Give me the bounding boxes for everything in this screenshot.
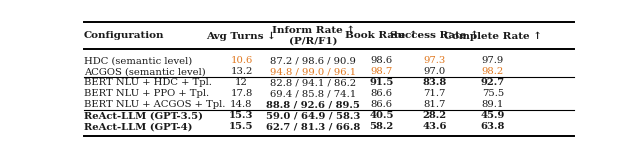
Text: 14.8: 14.8 bbox=[230, 100, 253, 109]
Text: 83.8: 83.8 bbox=[422, 78, 447, 87]
Text: 97.9: 97.9 bbox=[482, 56, 504, 65]
Text: 86.6: 86.6 bbox=[371, 100, 392, 109]
Text: 98.2: 98.2 bbox=[482, 67, 504, 76]
Text: 91.5: 91.5 bbox=[369, 78, 394, 87]
Text: 75.5: 75.5 bbox=[482, 89, 504, 98]
Text: BERT NLU + HDC + Tpl.: BERT NLU + HDC + Tpl. bbox=[84, 78, 212, 87]
Text: 97.3: 97.3 bbox=[424, 56, 446, 65]
Text: 43.6: 43.6 bbox=[422, 122, 447, 131]
Text: 15.3: 15.3 bbox=[229, 111, 253, 120]
Text: 98.6: 98.6 bbox=[371, 56, 392, 65]
Text: 87.2 / 98.6 / 90.9: 87.2 / 98.6 / 90.9 bbox=[270, 56, 356, 65]
Text: 97.0: 97.0 bbox=[424, 67, 446, 76]
Text: 62.7 / 81.3 / 66.8: 62.7 / 81.3 / 66.8 bbox=[266, 122, 360, 131]
Text: 12: 12 bbox=[235, 78, 248, 87]
Text: BERT NLU + ACGOS + Tpl.: BERT NLU + ACGOS + Tpl. bbox=[84, 100, 225, 109]
Text: 81.7: 81.7 bbox=[424, 100, 446, 109]
Text: 88.8 / 92.6 / 89.5: 88.8 / 92.6 / 89.5 bbox=[266, 100, 360, 109]
Text: 63.8: 63.8 bbox=[481, 122, 505, 131]
Text: 40.5: 40.5 bbox=[369, 111, 394, 120]
Text: 10.6: 10.6 bbox=[230, 56, 253, 65]
Text: 15.5: 15.5 bbox=[229, 122, 253, 131]
Text: Configuration: Configuration bbox=[84, 31, 164, 40]
Text: 17.8: 17.8 bbox=[230, 89, 253, 98]
Text: Inform Rate ↑
(P/R/F1): Inform Rate ↑ (P/R/F1) bbox=[271, 26, 355, 46]
Text: 59.0 / 64.9 / 58.3: 59.0 / 64.9 / 58.3 bbox=[266, 111, 360, 120]
Text: 45.9: 45.9 bbox=[481, 111, 505, 120]
Text: HDC (semantic level): HDC (semantic level) bbox=[84, 56, 192, 65]
Text: 94.8 / 99.0 / 96.1: 94.8 / 99.0 / 96.1 bbox=[270, 67, 356, 76]
Text: 92.7: 92.7 bbox=[481, 78, 505, 87]
Text: 28.2: 28.2 bbox=[422, 111, 447, 120]
Text: 58.2: 58.2 bbox=[369, 122, 394, 131]
Text: 13.2: 13.2 bbox=[230, 67, 253, 76]
Text: Complete Rate ↑: Complete Rate ↑ bbox=[444, 31, 542, 41]
Text: 82.8 / 94.1 / 86.2: 82.8 / 94.1 / 86.2 bbox=[270, 78, 356, 87]
Text: Avg Turns ↓: Avg Turns ↓ bbox=[207, 31, 276, 40]
Text: 69.4 / 85.8 / 74.1: 69.4 / 85.8 / 74.1 bbox=[270, 89, 356, 98]
Text: BERT NLU + PPO + Tpl.: BERT NLU + PPO + Tpl. bbox=[84, 89, 209, 98]
Text: Success Rate ↑: Success Rate ↑ bbox=[390, 31, 479, 40]
Text: 98.7: 98.7 bbox=[370, 67, 392, 76]
Text: ReAct-LLM (GPT-4): ReAct-LLM (GPT-4) bbox=[84, 122, 193, 131]
Text: 86.6: 86.6 bbox=[371, 89, 392, 98]
Text: 71.7: 71.7 bbox=[424, 89, 446, 98]
Text: ACGOS (semantic level): ACGOS (semantic level) bbox=[84, 67, 205, 76]
Text: Book Rate ↑: Book Rate ↑ bbox=[345, 31, 418, 40]
Text: ReAct-LLM (GPT-3.5): ReAct-LLM (GPT-3.5) bbox=[84, 111, 203, 120]
Text: 89.1: 89.1 bbox=[482, 100, 504, 109]
